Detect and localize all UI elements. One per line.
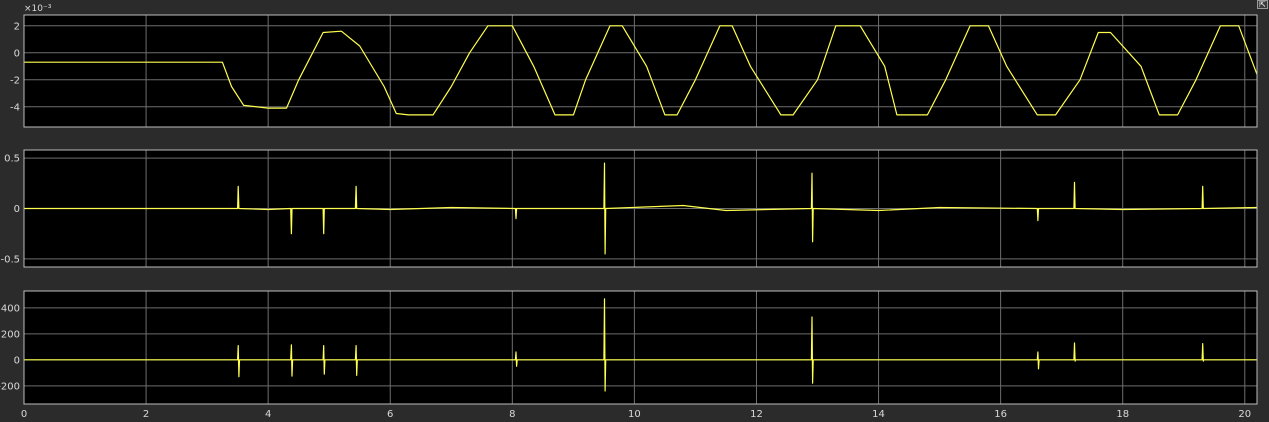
axes-3-ytick-label: 400 [1,303,20,314]
axes-3-signal-line-1 [24,298,1257,392]
axes-2-ytick-label: -0.5 [0,254,20,265]
axes-1-ytick-label: -2 [10,75,20,86]
axes-3-xtick-label: 16 [994,409,1007,420]
axes-3-xtick-label: 20 [1238,409,1251,420]
undock-arrow-icon[interactable]: ⇱ [1257,0,1268,9]
axes-1-signal-line-1 [24,25,1258,116]
axes-3-background [24,291,1257,404]
axes-3-ytick-label: 0 [14,355,20,366]
axes-3-xtick-label: 10 [628,409,641,420]
axes-3-xtick-label: 14 [872,409,885,420]
axes-3-ytick-label: 200 [1,329,20,340]
axes-3-xtick-label: 12 [750,409,763,420]
axes-2-signal-line-1 [24,162,1258,255]
axes-3-xtick-label: 8 [509,409,515,420]
axes-3-xtick-label: 18 [1116,409,1129,420]
axes-3-xtick-label: 4 [265,409,271,420]
axes-1-ytick-label: 2 [14,21,20,32]
axes-2-border [23,149,1258,268]
axes-3-xtick-label: 6 [387,409,393,420]
axes-3-ytick-label: -200 [0,381,20,392]
axes-1-ytick-label: 0 [14,48,20,59]
axes-2-ytick-label: 0 [14,204,20,215]
axes-1-border [23,14,1258,128]
axes-1-background [24,15,1257,127]
axes-3-xtick-label: 0 [21,409,27,420]
axes-2-ytick-label: 0.5 [4,154,20,165]
axes-3-xtick-label: 2 [143,409,149,420]
axes-1-ytick-label: -4 [10,102,20,113]
axes-3-border [23,290,1258,405]
axes-1-y-exponent-label: ×10⁻³ [24,4,52,14]
